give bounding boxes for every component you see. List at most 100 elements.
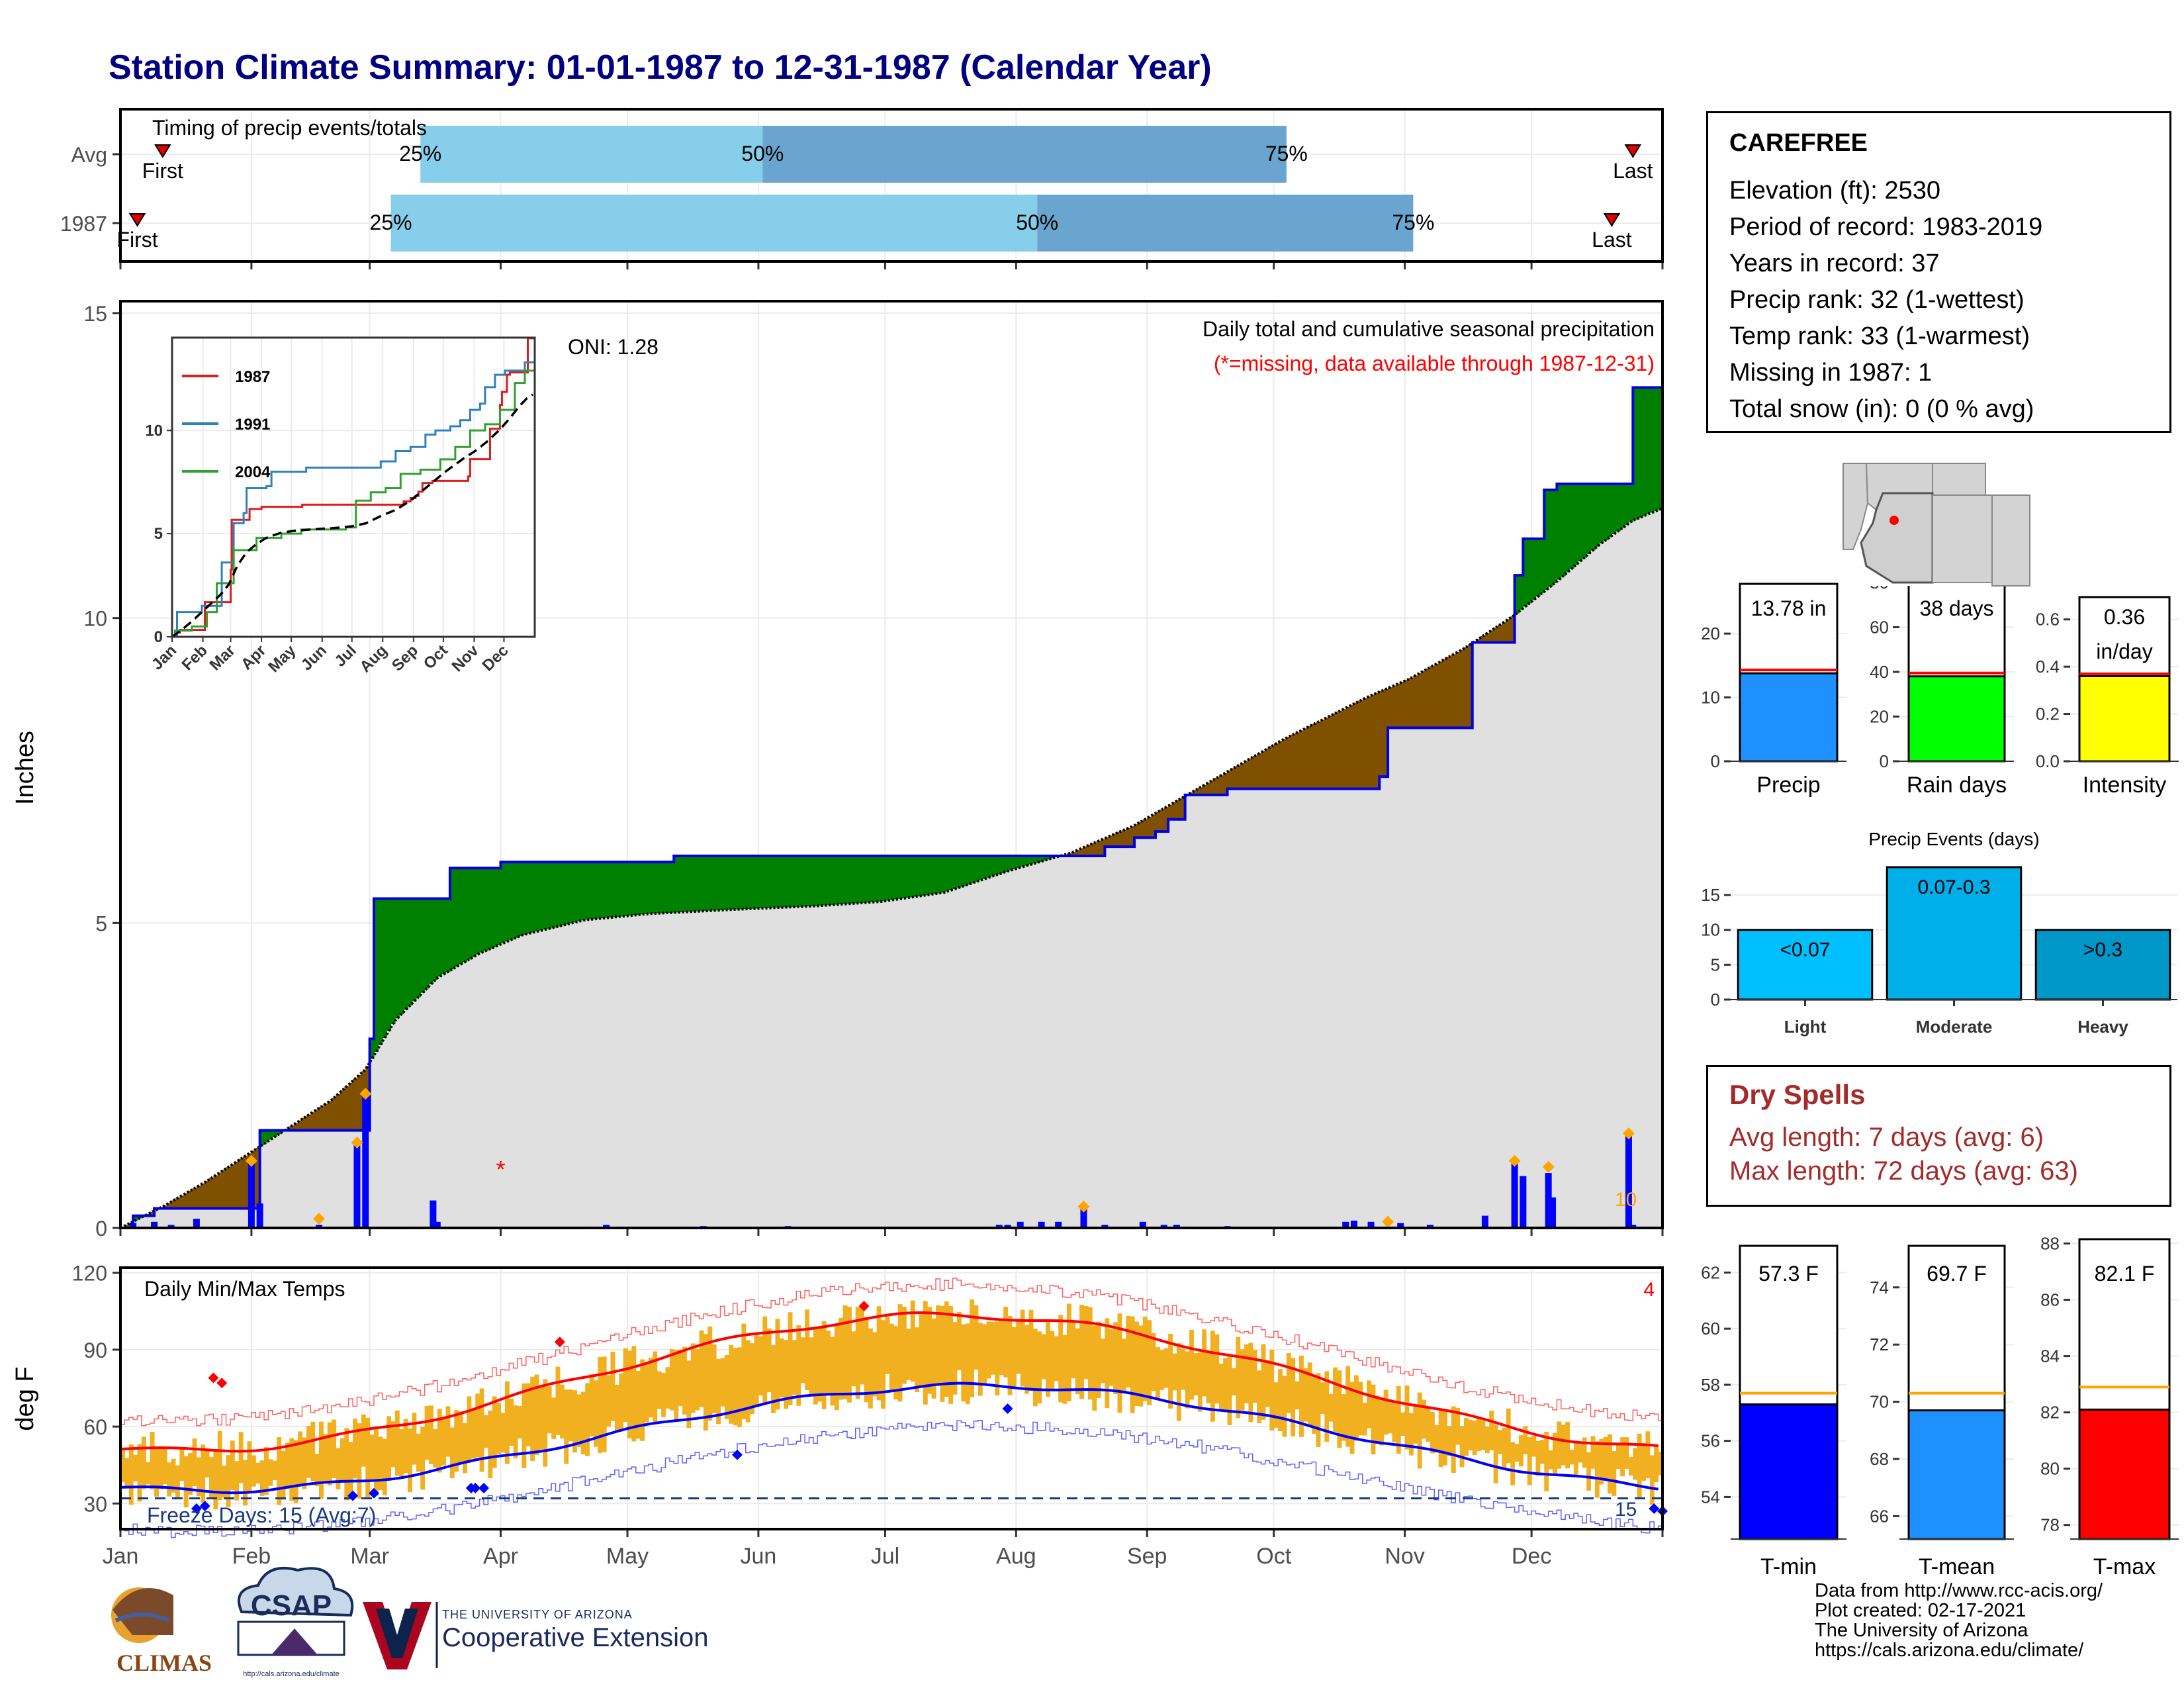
temp-record-low-marker xyxy=(1649,1503,1660,1515)
temp-daily-range-bar xyxy=(1430,1411,1435,1454)
temp-daily-range-bar xyxy=(593,1380,598,1447)
temp-daily-range-bar xyxy=(1328,1393,1334,1422)
precip-surplus-fill xyxy=(1612,483,1617,534)
precip-surplus-fill xyxy=(1578,483,1583,561)
precip-deficit-fill xyxy=(1379,690,1385,777)
temp-daily-range-bar xyxy=(1527,1436,1532,1485)
precip-deficit-fill xyxy=(1400,681,1406,728)
precip-deficit-fill xyxy=(357,1075,362,1131)
temp-daily-range-bar xyxy=(357,1423,362,1499)
summary-precip-label: Precip xyxy=(1756,773,1820,798)
precip-surplus-fill xyxy=(931,855,936,894)
precip-surplus-fill xyxy=(1615,483,1621,532)
precip-deficit-fill xyxy=(1168,804,1173,820)
timing-first-label: First xyxy=(116,228,158,252)
temp-daily-range-bar xyxy=(733,1348,738,1426)
temp-daily-range-bar xyxy=(1553,1432,1557,1476)
precip-surplus-fill xyxy=(1641,387,1647,516)
temp-daily-range-bar xyxy=(1590,1436,1596,1469)
precip-daily-bar xyxy=(433,1221,441,1228)
precip-surplus-fill xyxy=(991,855,995,876)
temp-daily-range-bar xyxy=(842,1305,848,1399)
temp-daily-range-bar xyxy=(217,1430,222,1501)
precip-surplus-fill xyxy=(995,855,1000,875)
temp-daily-range-bar xyxy=(1003,1306,1009,1378)
temp-daily-range-bar xyxy=(120,1448,125,1482)
precip-deficit-fill xyxy=(314,1109,320,1131)
temp-daily-range-bar xyxy=(268,1459,273,1486)
temp-daily-range-bar xyxy=(1396,1385,1401,1454)
precip-deficit-fill xyxy=(302,1117,307,1131)
temp-daily-range-bar xyxy=(1658,1451,1663,1476)
precip-deficit-fill xyxy=(1155,812,1160,832)
precip-oni: ONI: 1.28 xyxy=(568,335,659,359)
precip-frame xyxy=(119,300,1664,1229)
events-ytick-label: 0 xyxy=(1711,990,1720,1009)
precip-surplus-fill xyxy=(817,855,823,906)
precip-deficit-fill xyxy=(255,1148,261,1209)
precip-deficit-fill xyxy=(310,1112,316,1131)
precip-deficit-fill xyxy=(1489,630,1494,643)
temp-freeze-label: Freeze Days: 15 (Avg:7) xyxy=(147,1503,376,1527)
precip-ytick-label: 5 xyxy=(95,912,107,935)
precip-surplus-fill xyxy=(538,862,543,931)
station-snow: Total snow (in): 0 (0 % avg) xyxy=(1729,395,2034,423)
events-bar xyxy=(1886,866,2023,1001)
timing-q75-label: 75% xyxy=(1265,142,1308,165)
temp-daily-range-bar xyxy=(555,1366,561,1435)
precip-deficit-fill xyxy=(1438,661,1443,728)
precip-event-marker xyxy=(1622,1127,1635,1140)
precip-deficit-fill xyxy=(1214,778,1220,795)
precip-surplus-fill xyxy=(923,855,928,896)
precip-surplus-fill xyxy=(690,855,696,912)
precip-deficit-fill xyxy=(1142,819,1148,838)
precip-deficit-fill xyxy=(1252,755,1257,789)
precip-surplus-fill xyxy=(1024,855,1030,866)
precip-deficit-fill xyxy=(1295,732,1300,789)
temp-daily-range-bar xyxy=(796,1325,801,1406)
climas-logo: CLIMAS xyxy=(111,1587,212,1676)
temp-daily-range-bar xyxy=(1535,1440,1541,1476)
precip-deficit-fill xyxy=(1126,828,1131,847)
precip-surplus-fill xyxy=(855,855,860,904)
station-temp-rank: Temp rank: 33 (1-warmest) xyxy=(1729,322,2030,350)
temp-daily-range-bar xyxy=(771,1345,776,1413)
summary-intensity-value-label-2: in/day xyxy=(2096,639,2152,663)
precip-surplus-fill xyxy=(589,862,594,919)
precip-surplus-fill xyxy=(1041,855,1046,861)
temp-daily-range-bar xyxy=(1320,1382,1325,1415)
summary-intensity-ytick-label: 0.4 xyxy=(2036,657,2060,677)
timing-bar-q50-q75 xyxy=(1037,195,1414,252)
temp-daily-range-bar xyxy=(183,1456,189,1508)
temp-daily-range-bar xyxy=(1050,1331,1055,1391)
temp-daily-range-bar xyxy=(154,1448,159,1497)
events-title: Precip Events (days) xyxy=(1868,829,2039,849)
temp-daily-range-bar xyxy=(488,1410,493,1479)
temp-daily-range-bar xyxy=(1126,1315,1131,1387)
timing-q50-label: 50% xyxy=(741,142,784,165)
temp-daily-range-bar xyxy=(931,1318,936,1399)
temp-daily-range-bar xyxy=(1113,1322,1118,1395)
temp-daily-range-bar xyxy=(1608,1434,1612,1494)
precip-surplus-fill xyxy=(509,862,514,940)
temp-daily-range-bar xyxy=(762,1316,768,1403)
summary-precip-ytick-label: 20 xyxy=(1701,624,1720,643)
temp-record-low-marker xyxy=(478,1483,489,1494)
temp-normal-min-line xyxy=(120,1382,1659,1495)
precip-surplus-fill xyxy=(585,862,590,920)
precip-deficit-fill xyxy=(1493,628,1498,643)
precip-surplus-fill xyxy=(564,862,569,925)
precip-deficit-fill xyxy=(1071,851,1076,856)
precip-deficit-fill xyxy=(1273,743,1279,789)
temp-daily-range-bar xyxy=(1273,1382,1279,1428)
precip-surplus-fill xyxy=(720,855,725,910)
precip-deficit-fill xyxy=(1396,683,1401,728)
precip-deficit-fill xyxy=(209,1178,214,1209)
precip-surplus-fill xyxy=(264,1130,269,1143)
precip-surplus-fill xyxy=(961,855,966,886)
precip-surplus-fill xyxy=(496,868,502,945)
temp-daily-range-bar xyxy=(492,1396,497,1468)
precip-surplus-fill xyxy=(416,898,421,998)
precip-deficit-fill xyxy=(1278,741,1283,789)
